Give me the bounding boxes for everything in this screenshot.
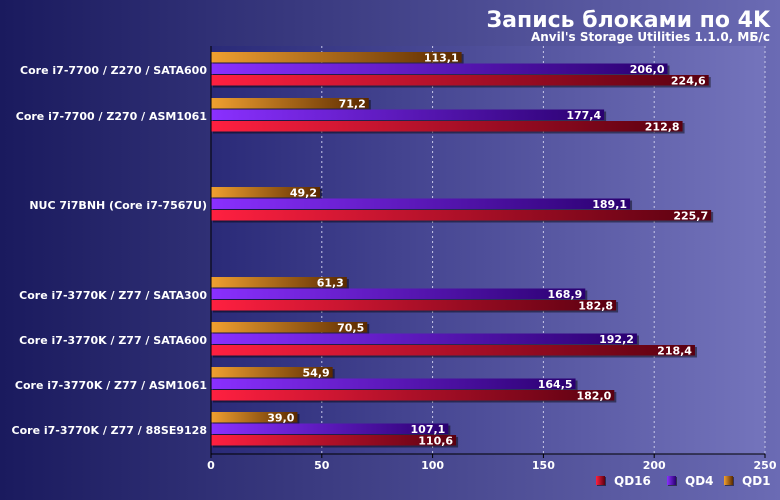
- bars: [211, 52, 714, 448]
- value-label: 177,4: [566, 109, 601, 122]
- bar-qd16: [211, 435, 457, 446]
- legend-label: QD4: [685, 474, 714, 488]
- bar-qd1: [211, 98, 369, 109]
- x-tick-label: 100: [421, 459, 444, 472]
- bar-qd16: [211, 121, 683, 132]
- value-label: 164,5: [538, 378, 573, 391]
- x-tick-label: 150: [532, 459, 555, 472]
- category-label: Core i7-3770K / Z77 / SATA300: [19, 289, 207, 302]
- value-label: 225,7: [673, 210, 708, 223]
- x-tick-label: 50: [314, 459, 330, 472]
- chart-subtitle: Anvil's Storage Utilities 1.1.0, МБ/с: [531, 30, 770, 44]
- value-label: 71,2: [339, 98, 366, 111]
- bar-qd1: [211, 52, 462, 63]
- value-label: 54,9: [303, 367, 330, 380]
- value-label: 206,0: [630, 63, 665, 76]
- bar-qd16: [211, 300, 617, 311]
- x-tick-label: 0: [207, 459, 215, 472]
- category-label: Core i7-3770K / Z77 / 88SE9128: [12, 424, 207, 437]
- value-label: 110,6: [418, 435, 453, 448]
- legend-label: QD1: [742, 474, 771, 488]
- bar-qd1: [211, 187, 321, 198]
- value-label: 168,9: [547, 288, 582, 301]
- chart-title: Запись блоками по 4K: [487, 8, 771, 33]
- bar-qd4: [211, 63, 668, 74]
- category-labels: Core i7-7700 / Z270 / SATA600 Core i7-770…: [12, 64, 208, 437]
- value-label: 49,2: [290, 187, 317, 200]
- value-label: 182,8: [578, 300, 613, 313]
- x-tick-label: 200: [643, 459, 666, 472]
- bar-qd16: [211, 390, 615, 401]
- category-label: Core i7-7700 / Z270 / ASM1061: [16, 110, 207, 123]
- value-label: 182,0: [577, 390, 612, 403]
- bar-qd1: [211, 322, 368, 333]
- legend-swatch-qd1: [724, 476, 733, 485]
- value-label: 113,1: [424, 52, 459, 65]
- legend: QD16 QD4 QD1: [596, 474, 771, 488]
- bar-qd16: [211, 75, 709, 86]
- bar-qd4: [211, 109, 605, 120]
- bar-qd1: [211, 277, 347, 288]
- bar-qd4: [211, 423, 449, 434]
- value-labels: 113,1 206,0 224,6 71,2 177,4 212,8 49,2 189,1 22…: [267, 52, 708, 448]
- x-tick-label: 250: [754, 459, 777, 472]
- bar-qd1: [211, 367, 333, 378]
- legend-swatch-qd4: [667, 476, 676, 485]
- bar-qd4: [211, 333, 637, 344]
- value-label: 189,1: [592, 198, 627, 211]
- x-axis-ticks: 0 50 100 150 200 250: [207, 454, 777, 472]
- legend-label: QD16: [614, 474, 651, 488]
- category-label: Core i7-7700 / Z270 / SATA600: [20, 64, 207, 77]
- value-label: 224,6: [671, 75, 706, 88]
- bar-qd16: [211, 210, 712, 221]
- bar-qd4: [211, 288, 586, 299]
- bar-qd16: [211, 345, 695, 356]
- legend-swatch-qd16: [596, 476, 605, 485]
- bar-qd4: [211, 378, 576, 389]
- bar-qd1: [211, 412, 298, 423]
- value-label: 70,5: [337, 322, 364, 335]
- value-label: 192,2: [599, 333, 634, 346]
- value-label: 39,0: [267, 412, 294, 425]
- category-label: NUC 7i7BNH (Core i7-7567U): [29, 199, 207, 212]
- value-label: 107,1: [411, 423, 446, 436]
- value-label: 212,8: [645, 121, 680, 134]
- value-label: 61,3: [317, 277, 344, 290]
- category-label: Core i7-3770K / Z77 / ASM1061: [15, 379, 207, 392]
- bar-qd4: [211, 198, 631, 209]
- value-label: 218,4: [657, 345, 692, 358]
- category-label: Core i7-3770K / Z77 / SATA600: [19, 334, 207, 347]
